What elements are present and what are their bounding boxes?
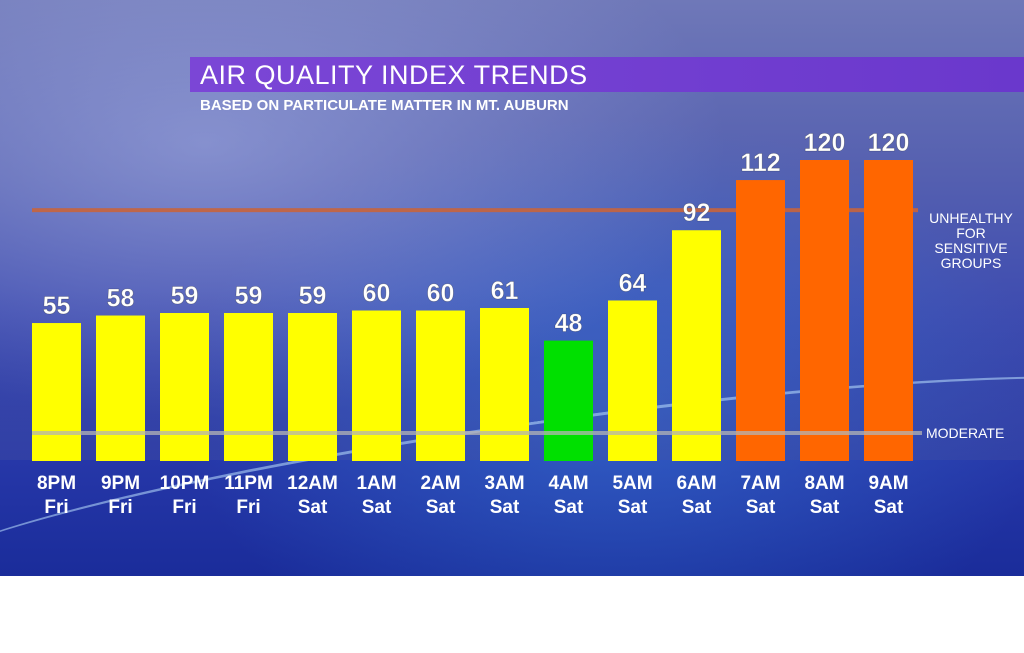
x-tick-label-day: Fri <box>44 497 68 518</box>
title-bar <box>190 57 1024 92</box>
x-tick-label-day: Sat <box>554 497 584 518</box>
x-tick-label-day: Sat <box>810 497 840 518</box>
bar-8pm <box>32 323 81 461</box>
bar-value-label: 92 <box>683 199 711 227</box>
bar-value-label: 59 <box>235 282 263 310</box>
bar-value-label: 60 <box>427 280 455 308</box>
aqi-bar-chart: 55 8PM Fri 58 9PM Fri 59 10PM Fri 59 11PM Fri 59 12AM… <box>32 128 922 518</box>
bar-value-label: 48 <box>555 310 583 338</box>
bar-3am <box>480 307 529 461</box>
bar-value-label: 120 <box>804 129 846 157</box>
bar-9am <box>864 160 913 461</box>
bar-12am <box>288 313 337 461</box>
bar-7am <box>736 180 785 462</box>
bar-value-label: 120 <box>868 129 910 157</box>
bar-11pm <box>224 313 273 461</box>
bar-value-label: 59 <box>171 282 199 310</box>
x-tick-label-day: Sat <box>362 497 392 518</box>
unhealthy-line-label: UNHEALTHY FOR SENSITIVE GROUPS <box>929 210 1013 271</box>
x-tick-label-day: Sat <box>682 497 712 518</box>
bar-5am <box>608 300 657 461</box>
x-tick-label-time: 9AM <box>868 473 908 494</box>
x-tick-label-day: Sat <box>298 497 328 518</box>
x-tick-label-time: 9PM <box>101 473 140 494</box>
bar-9pm <box>96 315 145 461</box>
x-tick-label-time: 2AM <box>420 473 460 494</box>
x-tick-label-time: 8AM <box>804 473 844 494</box>
bar-10pm <box>160 313 209 461</box>
x-tick-label-time: 3AM <box>484 473 524 494</box>
x-tick-label-day: Sat <box>490 497 520 518</box>
x-tick-label-day: Sat <box>618 497 648 518</box>
chart-subtitle: BASED ON PARTICULATE MATTER IN MT. AUBUR… <box>200 97 569 114</box>
x-tick-label-time: 6AM <box>676 473 716 494</box>
x-tick-label-day: Sat <box>426 497 456 518</box>
x-tick-label-time: 12AM <box>287 473 338 494</box>
bar-value-label: 55 <box>43 292 71 320</box>
moderate-threshold-line <box>32 431 922 435</box>
x-tick-label-time: 8PM <box>37 473 76 494</box>
x-tick-label-time: 1AM <box>356 473 396 494</box>
x-tick-label-day: Sat <box>746 497 776 518</box>
x-tick-label-day: Fri <box>172 497 196 518</box>
x-tick-label-time: 7AM <box>740 473 780 494</box>
x-tick-label-day: Fri <box>236 497 260 518</box>
bar-value-label: 61 <box>491 277 519 305</box>
bar-value-label: 112 <box>740 149 780 177</box>
bar-value-label: 59 <box>299 282 327 310</box>
bar-value-label: 58 <box>107 285 135 313</box>
bar-1am <box>352 310 401 461</box>
x-tick-label-time: 10PM <box>160 473 210 494</box>
bar-4am <box>544 340 593 461</box>
bar-6am <box>672 230 721 461</box>
x-tick-label-day: Sat <box>874 497 904 518</box>
x-tick-label-time: 5AM <box>612 473 652 494</box>
moderate-line-label: MODERATE <box>926 425 1005 441</box>
bar-value-label: 60 <box>363 280 391 308</box>
unhealthy-threshold-line <box>32 208 918 213</box>
x-tick-label-time: 4AM <box>548 473 588 494</box>
chart-title: AIR QUALITY INDEX TRENDS <box>200 60 588 90</box>
bar-2am <box>416 310 465 461</box>
background <box>0 0 1024 576</box>
bar-value-label: 64 <box>619 269 647 297</box>
x-tick-label-time: 11PM <box>224 473 273 494</box>
bar-8am <box>800 160 849 461</box>
x-tick-label-day: Fri <box>108 497 132 518</box>
